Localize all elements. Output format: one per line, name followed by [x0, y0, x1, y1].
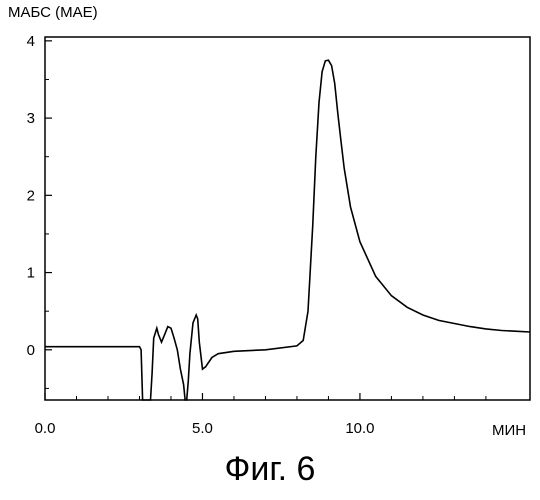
y-tick-label: 1	[27, 265, 35, 282]
x-tick-label: 10.0	[345, 420, 374, 437]
figure-caption: Фиг. 6	[0, 450, 540, 489]
series-line	[45, 60, 530, 400]
y-tick-label: 4	[27, 33, 35, 50]
y-tick-label: 3	[27, 110, 35, 127]
plot-frame	[45, 37, 530, 400]
x-tick-label: 5.0	[192, 420, 213, 437]
y-tick-label: 2	[27, 187, 35, 204]
y-ticks: 0 1 2 3 4	[27, 33, 52, 389]
y-tick-label: 0	[27, 342, 35, 359]
chart-svg: 0 1 2 3 4 0.0 5.0 10.0	[0, 0, 540, 450]
x-tick-label: 0.0	[35, 420, 56, 437]
